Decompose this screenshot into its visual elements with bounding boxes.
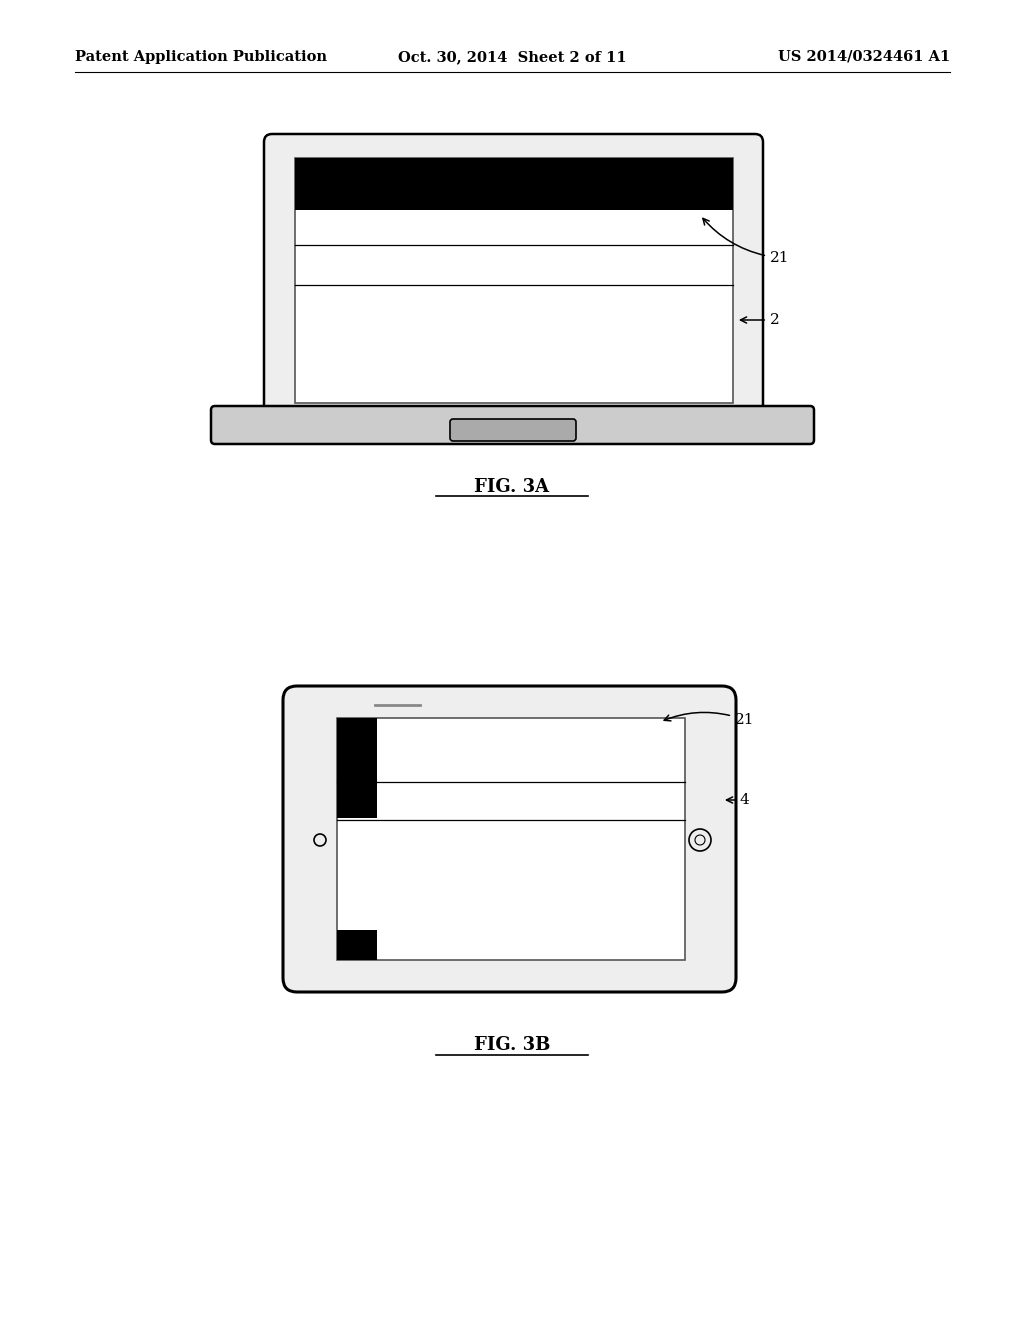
FancyBboxPatch shape <box>450 418 575 441</box>
Bar <box>295 158 733 403</box>
Text: 21: 21 <box>665 713 755 727</box>
Text: 4: 4 <box>726 793 750 807</box>
Text: FIG. 3B: FIG. 3B <box>474 1036 550 1053</box>
Text: 2: 2 <box>740 313 779 327</box>
Bar <box>337 718 377 818</box>
Text: US 2014/0324461 A1: US 2014/0324461 A1 <box>778 50 950 63</box>
Text: FIG. 3A: FIG. 3A <box>474 478 550 496</box>
Text: Patent Application Publication: Patent Application Publication <box>75 50 327 63</box>
Bar <box>337 931 377 960</box>
Text: Oct. 30, 2014  Sheet 2 of 11: Oct. 30, 2014 Sheet 2 of 11 <box>397 50 627 63</box>
Bar <box>295 158 733 210</box>
Bar <box>337 718 685 960</box>
Text: 21: 21 <box>702 218 790 265</box>
FancyBboxPatch shape <box>264 135 763 420</box>
FancyBboxPatch shape <box>211 407 814 444</box>
FancyBboxPatch shape <box>283 686 736 993</box>
